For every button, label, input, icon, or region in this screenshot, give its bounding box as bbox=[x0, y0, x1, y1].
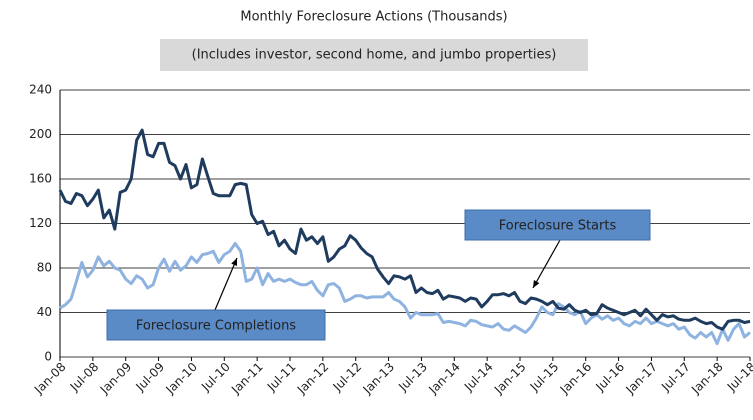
x-tick-label: Jan-18 bbox=[688, 360, 726, 398]
chart-subtitle: (Includes investor, second home, and jum… bbox=[192, 48, 557, 63]
x-tick-label: Jul-15 bbox=[527, 360, 562, 395]
series-line bbox=[59, 242, 751, 346]
x-tick-label: Jul-11 bbox=[264, 360, 299, 395]
x-tick-label: Jan-08 bbox=[31, 360, 69, 398]
x-tick-label: Jul-16 bbox=[592, 360, 627, 395]
callout-arrowhead bbox=[533, 280, 540, 288]
x-tick-label: Jul-10 bbox=[198, 360, 233, 395]
x-tick-label: Jan-14 bbox=[425, 360, 463, 398]
y-tick-label: 40 bbox=[37, 305, 52, 319]
x-tick-label: Jan-11 bbox=[228, 360, 266, 398]
series-line bbox=[58, 128, 751, 331]
subtitle-box bbox=[160, 39, 588, 71]
y-tick-label: 120 bbox=[29, 216, 52, 230]
legend-box bbox=[464, 209, 651, 241]
x-tick-label: Jan-13 bbox=[360, 360, 398, 398]
x-tick-label: Jul-08 bbox=[67, 360, 102, 395]
chart-title: Monthly Foreclosure Actions (Thousands) bbox=[240, 10, 507, 25]
legend-label: Foreclosure Starts bbox=[499, 219, 617, 234]
x-tick-label: Jan-15 bbox=[491, 360, 529, 398]
x-tick-label: Jul-12 bbox=[330, 360, 365, 395]
callout-arrow bbox=[532, 239, 561, 289]
x-tick-label: Jan-09 bbox=[97, 360, 135, 398]
y-tick-label: 0 bbox=[44, 350, 52, 364]
legend-box bbox=[106, 309, 326, 341]
x-tick-label: Jan-16 bbox=[557, 360, 595, 398]
x-tick-label: Jul-09 bbox=[132, 360, 167, 395]
x-tick-label: Jul-18 bbox=[724, 360, 753, 395]
x-tick-label: Jan-10 bbox=[162, 360, 200, 398]
y-tick-label: 240 bbox=[29, 83, 52, 97]
x-tick-label: Jan-17 bbox=[622, 360, 660, 398]
y-tick-label: 160 bbox=[29, 172, 52, 186]
callout-arrow bbox=[214, 257, 238, 311]
y-tick-label: 200 bbox=[29, 127, 52, 141]
x-tick-label: Jul-14 bbox=[461, 360, 496, 395]
x-tick-label: Jan-12 bbox=[294, 360, 332, 398]
y-tick-label: 80 bbox=[37, 261, 52, 275]
legend-label: Foreclosure Completions bbox=[136, 319, 296, 334]
callout-arrowhead bbox=[231, 258, 237, 266]
x-tick-label: Jul-17 bbox=[658, 360, 693, 395]
x-tick-label: Jul-13 bbox=[395, 360, 430, 395]
